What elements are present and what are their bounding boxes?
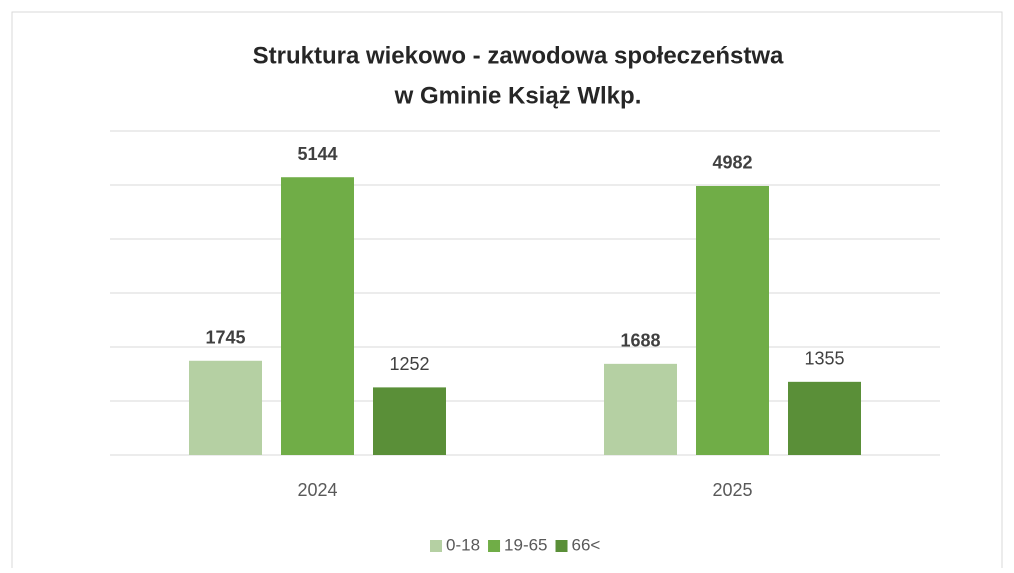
chart-border [11,11,1003,573]
data-label: 1252 [389,354,429,374]
legend-label: 66< [572,535,601,554]
chart-title: Struktura wiekowo - zawodowa społeczeńst… [253,42,784,69]
legend-label: 19-65 [504,535,547,554]
legend-swatch [555,540,568,552]
x-tick-label: 2025 [712,480,752,500]
bar [696,185,769,456]
data-label: 5144 [297,144,337,164]
bar [281,177,354,455]
data-label: 1688 [620,331,660,351]
legend-swatch [488,540,501,552]
legend-swatch [430,540,442,552]
legend-label: 0-18 [446,535,480,554]
bar [604,363,677,455]
data-label: 1355 [804,349,844,369]
x-tick-label: 2024 [297,480,337,500]
data-label: 4982 [712,153,752,173]
bar [189,360,262,455]
bar [788,381,861,455]
chart-title: w Gminie Książ Wlkp. [394,82,642,109]
bar [373,387,446,455]
data-label: 1745 [205,328,245,348]
